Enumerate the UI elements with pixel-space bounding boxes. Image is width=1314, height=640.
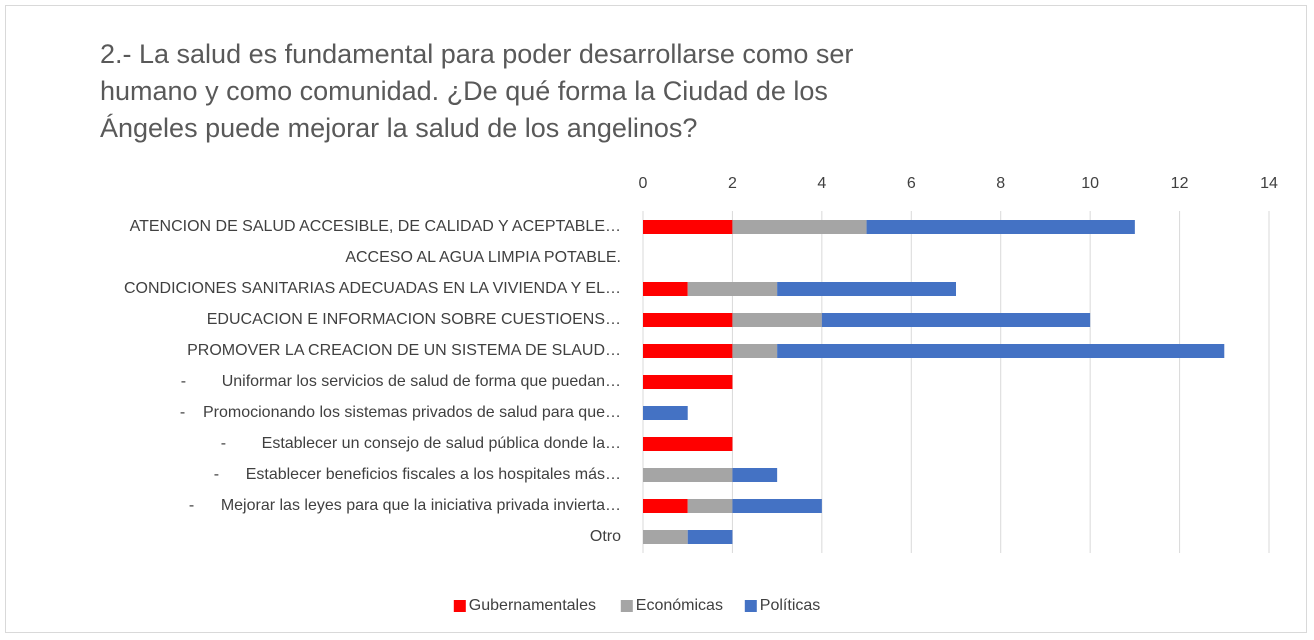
bar-segment (643, 530, 688, 544)
x-tick-label: 14 (1260, 175, 1278, 192)
x-tick-label: 6 (907, 175, 916, 192)
x-tick-label: 12 (1171, 175, 1189, 192)
legend-swatch (453, 600, 466, 612)
bar-segment (643, 499, 688, 513)
y-tick-label: ATENCION DE SALUD ACCESIBLE, DE CALIDAD … (130, 218, 621, 235)
bar-segment (687, 282, 778, 296)
legend-swatch (744, 600, 757, 612)
bar-segment (732, 313, 822, 327)
y-tick-label: - Uniformar los servicios de salud de fo… (181, 373, 621, 390)
chart-title: 2.- La salud es fundamental para poder d… (100, 39, 854, 143)
bar-segment (643, 313, 733, 327)
bar-segment (643, 406, 688, 420)
y-tick-label: - Promocionando los sistemas privados de… (180, 404, 621, 421)
x-tick-label: 8 (996, 175, 1005, 192)
bar-segment (732, 220, 867, 234)
x-tick-label: 4 (817, 175, 826, 192)
bar-segment (777, 282, 956, 296)
bar-segment (821, 313, 1091, 327)
bar-segment (643, 468, 733, 482)
bar-segment (732, 468, 778, 482)
y-tick-label: Otro (590, 528, 621, 545)
chart-frame (5, 5, 1307, 633)
legend-label: Económicas (636, 597, 723, 614)
legend-label: Gubernamentales (469, 597, 596, 614)
legend-label: Políticas (760, 597, 820, 614)
bar-segment (777, 344, 1225, 358)
y-tick-label: - Establecer un consejo de salud pública… (221, 435, 621, 452)
y-tick-label: CONDICIONES SANITARIAS ADECUADAS EN LA V… (124, 280, 621, 297)
x-tick-label: 10 (1081, 175, 1099, 192)
bar-segment (643, 344, 733, 358)
bar-segment (732, 499, 822, 513)
x-tick-label: 2 (728, 175, 737, 192)
bar-segment (687, 499, 733, 513)
bar-segment (687, 530, 733, 544)
bar-segment (643, 375, 733, 389)
bar-segment (643, 437, 733, 451)
x-tick-label: 0 (639, 175, 648, 192)
y-tick-label: PROMOVER LA CREACION DE UN SISTEMA DE SL… (187, 342, 621, 359)
legend-swatch (620, 600, 633, 612)
bar-segment (643, 282, 688, 296)
bar-segment (732, 344, 778, 358)
y-tick-label: - Mejorar las leyes para que la iniciati… (189, 497, 621, 514)
y-tick-label: EDUCACION E INFORMACION SOBRE CUESTIOENS… (207, 311, 621, 328)
bar-segment (643, 220, 733, 234)
bar-segment (866, 220, 1135, 234)
y-tick-label: - Establecer beneficios fiscales a los h… (214, 466, 621, 483)
y-tick-label: ACCESO AL AGUA LIMPIA POTABLE. (345, 249, 621, 266)
